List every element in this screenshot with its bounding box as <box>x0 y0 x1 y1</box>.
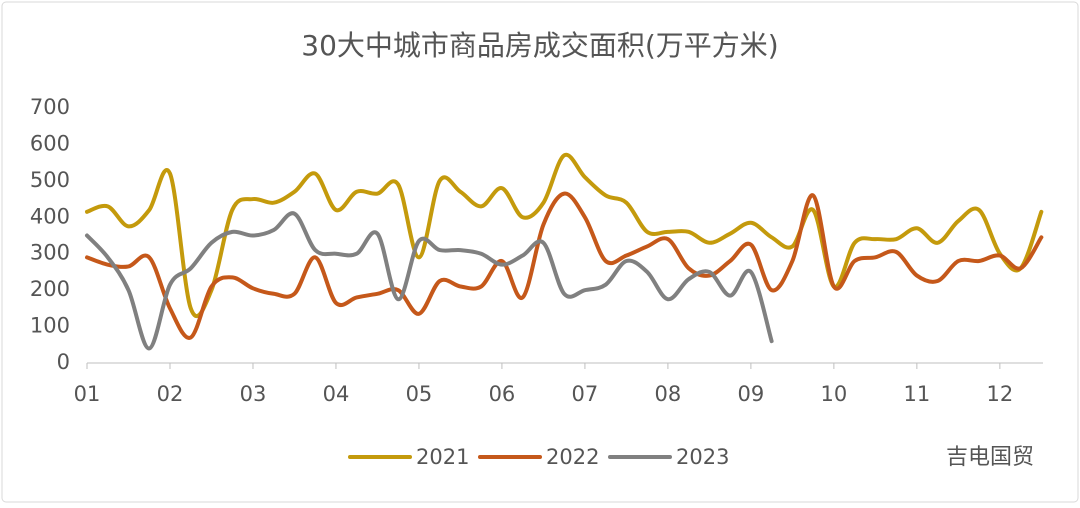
legend-label: 2023 <box>676 445 729 469</box>
x-tick-label: 04 <box>323 382 350 406</box>
y-tick-label: 0 <box>57 350 70 374</box>
line-series <box>85 152 1044 319</box>
y-tick-label: 100 <box>30 314 70 338</box>
x-tick-label: 03 <box>240 382 267 406</box>
legend-label: 2021 <box>416 445 469 469</box>
x-tick-label: 09 <box>738 382 765 406</box>
x-tick-label: 02 <box>157 382 184 406</box>
line-series <box>85 211 774 351</box>
x-tick-label: 10 <box>821 382 848 406</box>
x-tick-label: 07 <box>572 382 599 406</box>
y-tick-label: 400 <box>30 204 70 228</box>
watermark: 吉电国贸 <box>946 445 1034 470</box>
y-tick-label: 600 <box>30 131 70 155</box>
x-tick-label: 01 <box>74 382 101 406</box>
line-series <box>85 191 1044 340</box>
y-tick-label: 700 <box>30 95 70 119</box>
legend-label: 2022 <box>546 445 599 469</box>
x-tick-label: 08 <box>655 382 682 406</box>
x-tick-label: 11 <box>903 382 930 406</box>
x-tick-label: 05 <box>406 382 433 406</box>
y-tick-label: 200 <box>30 277 70 301</box>
y-tick-label: 300 <box>30 241 70 265</box>
x-tick-label: 06 <box>489 382 516 406</box>
y-tick-label: 500 <box>30 168 70 192</box>
x-tick-label: 12 <box>986 382 1013 406</box>
chart-title: 30大中城市商品房成交面积(万平方米) <box>301 29 778 62</box>
